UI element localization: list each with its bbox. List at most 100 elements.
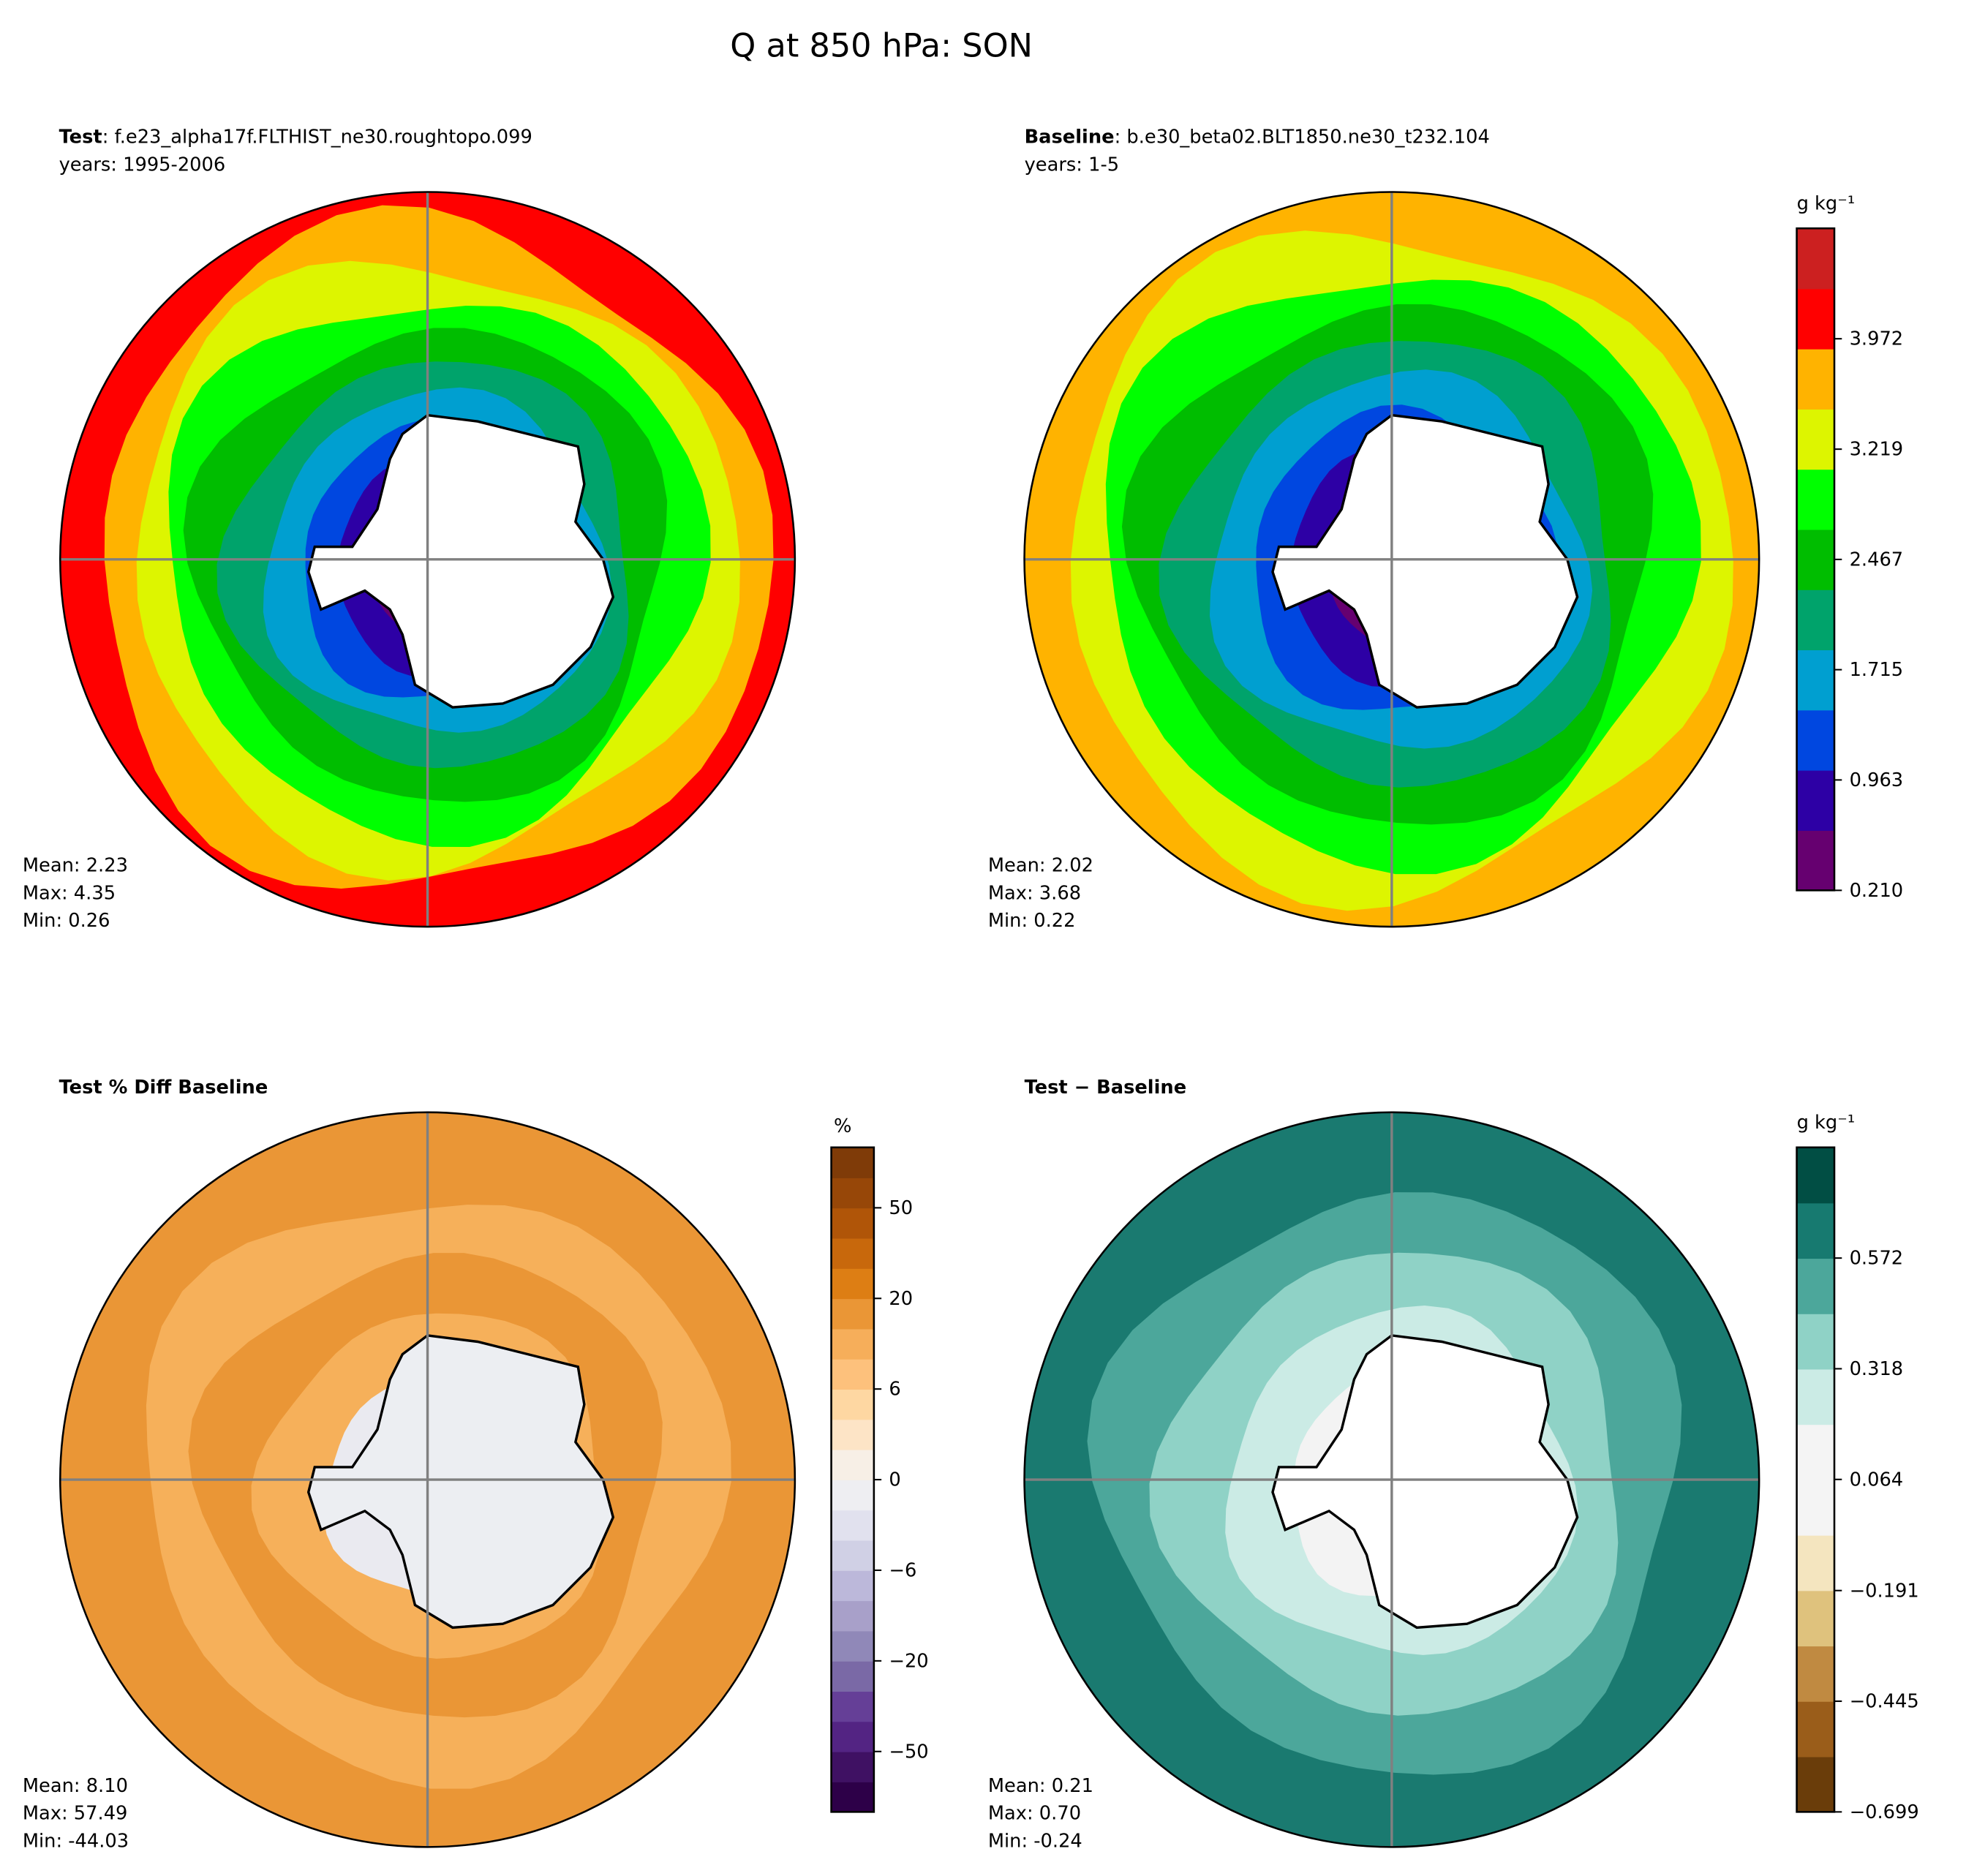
colorbar-bin [831,1147,874,1178]
colorbar-bin [1796,529,1834,590]
colorbar-bin [831,1358,874,1390]
colorbar-bin [831,1782,874,1813]
colorbar-bin [1796,348,1834,410]
colorbar-bin [1796,1646,1834,1702]
panel-2-subtitle: years: 1-5 [1025,154,1120,176]
colorbar-tick-label: −0.445 [1850,1691,1919,1713]
colorbar-bin [831,1751,874,1782]
colorbar-tick-label: 50 [889,1197,913,1219]
colorbar-bin [831,1298,874,1330]
colorbar-tick-label: 0 [889,1469,900,1491]
panel-1-title-bold: Test [59,127,102,148]
colorbar-bin [1796,1756,1834,1813]
colorbar-bin [1796,1480,1834,1536]
colorbar-bin [1796,589,1834,651]
panel-4-min: Min: -0.24 [988,1830,1082,1852]
colorbar-bin [831,1449,874,1480]
colorbar-tick-label: 3.972 [1850,328,1904,350]
colorbar-bin [1796,1424,1834,1480]
panel-2-title-bold: Baseline [1025,127,1115,148]
map-boundary [59,191,796,928]
colorbar-bin [1796,1700,1834,1758]
colorbar-bin [1796,228,1834,290]
panel-4-title: Test − Baseline [1025,1077,1187,1099]
colorbar-bin [1796,1534,1834,1591]
panel-4-mean: Mean: 0.21 [988,1775,1093,1797]
colorbar-tick-label: 3.219 [1850,439,1904,461]
colorbar-bin [831,1540,874,1571]
colorbar-tick-label: 6 [889,1379,900,1401]
colorbar-bin [1796,1368,1834,1425]
colorbar-percent-diff: −50 −20 −6 0 6 20 50 [830,1146,929,1813]
antarctica-coastline [1271,413,1579,709]
colorbar-tick-label: 0.572 [1850,1248,1904,1270]
colorbar-diff: −0.699 −0.445 −0.191 0.064 0.318 0.572 [1796,1146,1919,1823]
panel-2-max: Max: 3.68 [988,882,1081,904]
colorbar-bin [831,1178,874,1209]
figure-title: Q at 850 hPa: SON [730,26,1033,64]
colorbar-tick-label: −6 [889,1560,916,1582]
panel-2-title: Baseline: b.e30_beta02.BLT1850.ne30_t232… [1025,127,1490,148]
antarctica-coastline [1271,1334,1579,1630]
panel-1-title: Test: f.e23_alpha17f.FLTHIST_ne30.rought… [59,127,532,148]
colorbar-tick-label: 1.715 [1850,659,1904,681]
colorbar-bin [1796,288,1834,350]
map-panel-1 [60,192,795,927]
colorbar-bin [831,1208,874,1239]
colorbar-tick-label: −0.191 [1850,1580,1919,1602]
map-boundary [59,1111,796,1848]
colorbar-diff-unit: g kg⁻¹ [1797,1112,1856,1134]
map-panel-2 [1024,192,1760,927]
panel-1-max: Max: 4.35 [23,882,116,904]
colorbar-bin [1796,469,1834,530]
colorbar-pct-unit: % [834,1115,851,1137]
colorbar-tick-label: 20 [889,1288,913,1310]
panel-2-title-rest: : b.e30_beta02.BLT1850.ne30_t232.104 [1115,127,1490,148]
panel-1-subtitle: years: 1995-2006 [59,154,226,176]
colorbar-tick-label: 0.963 [1850,769,1904,791]
colorbar-bin [831,1328,874,1360]
colorbar-bin [1796,1590,1834,1647]
colorbar-top-unit: g kg⁻¹ [1797,193,1856,215]
panel-2-min: Min: 0.22 [988,910,1076,932]
colorbar-q: 0.210 0.963 1.715 2.467 3.219 3.972 [1796,227,1904,902]
colorbar-bin [831,1600,874,1632]
map-panel-4 [1024,1112,1760,1847]
colorbar-bin [1796,409,1834,470]
colorbar-bin [1796,649,1834,711]
colorbar-bin [831,1510,874,1541]
colorbar-bin [831,1389,874,1420]
map-boundary [1023,1111,1760,1848]
map-panel-3 [60,1112,795,1847]
map-boundary [1023,191,1760,928]
colorbar-tick-label: −20 [889,1650,928,1672]
colorbar-bin [831,1570,874,1602]
colorbar-bin [1796,1313,1834,1370]
colorbar-bin [831,1480,874,1511]
colorbar-tick-label: 0.210 [1850,880,1904,902]
colorbar-tick-label: 2.467 [1850,549,1904,570]
colorbar-bin [1796,769,1834,831]
panel-3-max: Max: 57.49 [23,1803,128,1825]
panel-3-title: Test % Diff Baseline [59,1077,268,1099]
colorbar-bin [1796,709,1834,771]
colorbar-bin [831,1267,874,1300]
panel-1-mean: Mean: 2.23 [23,855,128,877]
colorbar-bin [831,1691,874,1722]
colorbar-tick-label: 0.064 [1850,1469,1904,1491]
colorbar-bin [831,1630,874,1662]
colorbar-bin [831,1660,874,1692]
panel-4-max: Max: 0.70 [988,1803,1081,1825]
colorbar-bin [1796,1202,1834,1259]
panel-2-mean: Mean: 2.02 [988,855,1093,877]
panel-1-min: Min: 0.26 [23,910,110,932]
colorbar-tick-label: −50 [889,1741,928,1763]
antarctica-coastline [306,413,615,709]
colorbar-tick-label: 0.318 [1850,1358,1904,1380]
panel-1-title-rest: : f.e23_alpha17f.FLTHIST_ne30.roughtopo.… [102,127,532,148]
colorbar-bin [1796,830,1834,892]
colorbar-bin [1796,1258,1834,1314]
panel-3-min: Min: -44.03 [23,1830,129,1852]
antarctica-coastline [306,1334,615,1630]
